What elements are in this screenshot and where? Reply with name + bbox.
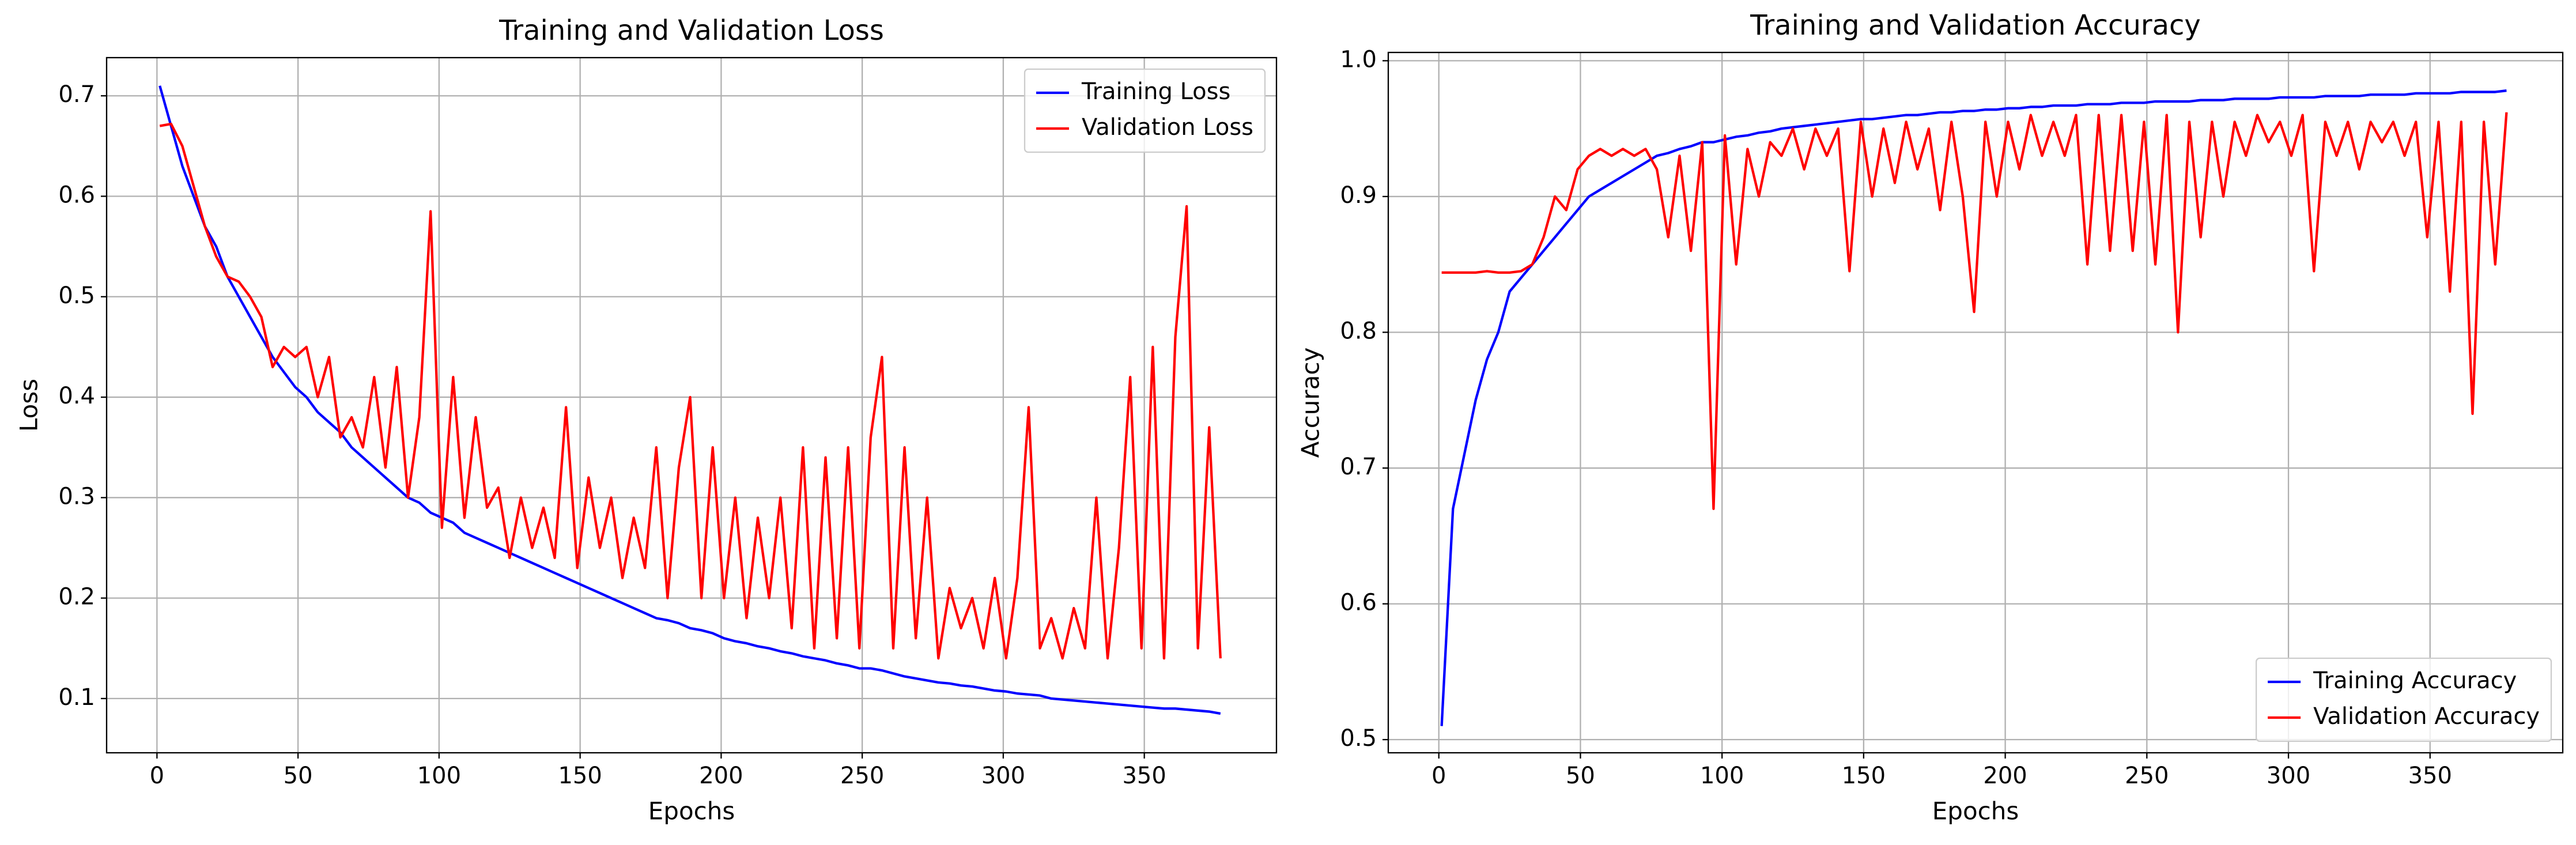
x-tick-label: 150	[558, 763, 602, 789]
y-tick-label: 0.2	[58, 584, 95, 610]
x-tick-label: 300	[2267, 763, 2310, 789]
legend-label: Training Accuracy	[2313, 667, 2517, 694]
data-line	[1441, 112, 2508, 510]
data-line	[1440, 89, 2507, 726]
y-axis-label: Loss	[15, 379, 43, 432]
legend-frame	[2255, 657, 2552, 742]
y-tick-label: 0.9	[1340, 182, 1377, 209]
y-tick-label: 0.5	[1340, 725, 1377, 752]
x-tick-label: 50	[1566, 763, 1595, 789]
x-tick-label: 300	[981, 763, 1025, 789]
x-tick-label: 50	[284, 763, 313, 789]
x-tick-label: 100	[417, 763, 461, 789]
legend-frame	[1023, 68, 1266, 153]
y-tick-label: 0.4	[58, 383, 95, 409]
data-line	[158, 85, 1221, 715]
x-tick-label: 0	[150, 763, 164, 789]
legend-label: Training Loss	[1081, 78, 1230, 105]
y-tick-label: 0.7	[1340, 454, 1377, 480]
x-tick-label: 250	[2125, 763, 2169, 789]
x-tick-label: 250	[840, 763, 884, 789]
y-tick-label: 0.3	[58, 483, 95, 510]
axes-frame	[1387, 51, 2564, 754]
plot-area	[158, 85, 1222, 715]
x-tick-label: 200	[1983, 763, 2027, 789]
x-axis-label: Epochs	[648, 797, 735, 825]
legend: Training Accuracy Validation Accuracy	[2255, 657, 2552, 742]
axes-frame	[105, 56, 1278, 754]
chart-title: Training and Validation Accuracy	[1750, 9, 2201, 42]
plot-area	[1440, 89, 2508, 726]
y-tick-label: 0.6	[1340, 590, 1377, 616]
y-tick-label: 0.5	[58, 282, 95, 309]
x-tick-label: 100	[1700, 763, 1744, 789]
chart-title: Training and Validation Loss	[498, 14, 884, 47]
y-tick-label: 0.8	[1340, 318, 1377, 344]
y-tick-label: 0.6	[58, 182, 95, 209]
legend-label: Validation Loss	[1082, 114, 1253, 141]
legend: Training Loss Validation Loss	[1023, 68, 1266, 153]
legend-label: Validation Accuracy	[2313, 703, 2540, 730]
data-line	[159, 122, 1222, 660]
y-tick-label: 0.7	[58, 81, 95, 108]
y-tick-label: 1.0	[1340, 46, 1377, 73]
x-tick-label: 150	[1842, 763, 1886, 789]
x-tick-label: 350	[2408, 763, 2452, 789]
y-tick-label: 0.1	[58, 684, 95, 711]
x-tick-label: 350	[1122, 763, 1166, 789]
x-tick-label: 200	[699, 763, 743, 789]
x-axis-label: Epochs	[1932, 797, 2019, 825]
y-axis-label: Accuracy	[1297, 348, 1325, 458]
x-tick-label: 0	[1431, 763, 1446, 789]
